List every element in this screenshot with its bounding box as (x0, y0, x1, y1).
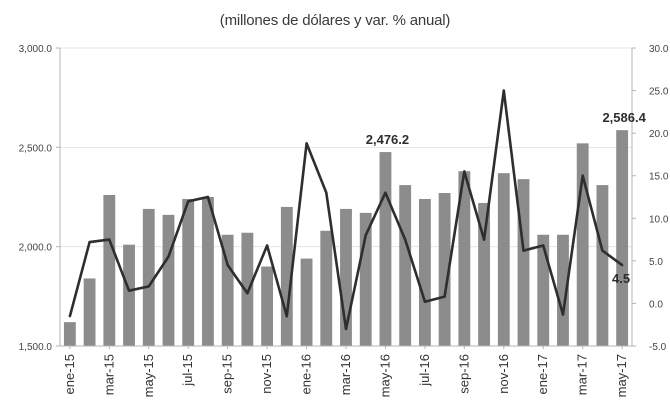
line-point-nov-15 (265, 244, 269, 247)
bar-feb-15 (83, 278, 96, 346)
bar-dic-15 (280, 206, 293, 346)
line-point-dic-16 (522, 249, 525, 252)
bar-jul-15 (182, 198, 195, 346)
annotation-bar-value: 2,586.4 (602, 110, 646, 125)
annotation-bar-value: 2,476.2 (366, 132, 409, 147)
y-right-tick-label: 30.0 (649, 44, 669, 55)
bar-may-15 (142, 208, 155, 346)
axis-layer: 1,500.0 2,000.0 2,500.0 3,000.0 -5.0 0.0 5.0 10… (19, 44, 669, 397)
annotation-layer: 2,476.2 2,586.4 4.5 (366, 110, 647, 286)
x-tick-label: may-16 (377, 354, 392, 397)
line-point-jun-16 (403, 238, 407, 241)
line-point-oct-16 (482, 238, 486, 241)
bar-mar-17 (576, 143, 589, 346)
x-tick-label: jul-16 (417, 354, 432, 387)
y-right-tick-label: 5.0 (649, 257, 663, 268)
y-right-tick-label: 10.0 (649, 214, 669, 225)
bar-ago-16 (438, 193, 451, 346)
line-point-may-15 (147, 285, 150, 288)
line-point-mar-15 (108, 238, 111, 241)
bar-abr-16 (359, 212, 372, 346)
bar-ene-17 (537, 234, 550, 346)
y-right-tick-label: 25.0 (649, 87, 669, 98)
bar-oct-15 (241, 232, 254, 346)
line-point-mar-17 (581, 174, 584, 177)
x-tick-label: jul-15 (180, 354, 195, 387)
y-left-tick-label: 1,500.0 (19, 342, 53, 353)
line-point-ene-15 (68, 315, 72, 318)
bar-sep-15 (221, 234, 234, 346)
line-point-mar-16 (344, 327, 348, 331)
line-point-jun-15 (167, 255, 170, 258)
y-right-tick-label: 0.0 (649, 299, 663, 310)
line-point-abr-15 (127, 289, 131, 292)
x-tick-label: sep-16 (456, 354, 471, 394)
bar-may-17 (616, 130, 629, 346)
line-point-abr-17 (601, 249, 604, 252)
bar-jun-15 (162, 214, 175, 346)
bar-abr-15 (123, 244, 135, 346)
line-point-feb-15 (88, 240, 91, 244)
line-point-ene-17 (542, 244, 545, 247)
x-tick-label: may-17 (614, 354, 629, 397)
line-point-feb-17 (561, 313, 565, 316)
bar-feb-16 (320, 230, 333, 346)
x-tick-label: ene-16 (299, 354, 314, 394)
bar-oct-16 (478, 202, 490, 346)
bar-ene-15 (63, 322, 76, 346)
line-point-nov-16 (502, 89, 505, 92)
line-point-jul-15 (187, 200, 190, 203)
bar-ago-15 (202, 197, 214, 346)
x-tick-label: sep-15 (220, 354, 235, 394)
line-point-may-16 (384, 191, 387, 194)
y-left-tick-label: 2,000.0 (19, 243, 53, 254)
x-tick-label: may-15 (141, 354, 156, 397)
y-right-tick-label: 15.0 (649, 172, 669, 183)
line-layer (68, 89, 624, 331)
annotation-line-value: 4.5 (612, 271, 630, 286)
line-point-may-17 (620, 263, 624, 267)
line-point-ago-16 (443, 295, 446, 298)
line-point-sep-16 (463, 170, 466, 173)
y-left-tick-label: 2,500.0 (19, 143, 53, 154)
bar-sep-16 (458, 171, 471, 346)
line-point-dic-15 (285, 315, 289, 318)
x-tick-label: ene-15 (62, 354, 77, 394)
bar-mar-15 (103, 195, 116, 346)
line-point-jul-16 (423, 300, 427, 303)
x-tick-label: mar-17 (575, 354, 590, 395)
line-point-ene-16 (305, 142, 308, 145)
y-left-tick-label: 3,000.0 (19, 44, 53, 55)
bar-nov-16 (497, 173, 510, 346)
x-tick-label: mar-15 (101, 354, 116, 395)
line-point-sep-15 (226, 263, 229, 267)
x-tick-label: nov-15 (259, 354, 274, 394)
line-point-oct-15 (246, 292, 249, 295)
bar-may-16 (379, 152, 392, 346)
chart-subtitle: (millones de dólares y var. % anual) (219, 12, 451, 29)
bar-jun-16 (399, 185, 412, 346)
bar-nov-15 (261, 266, 274, 346)
y-right-tick-label: -5.0 (649, 342, 667, 353)
x-tick-label: mar-16 (338, 354, 353, 395)
line-point-feb-16 (325, 191, 328, 194)
bar-abr-17 (596, 185, 609, 346)
bar-layer (63, 130, 629, 346)
x-tick-label: ene-17 (535, 354, 550, 394)
bar-jul-16 (418, 198, 431, 346)
bar-dic-16 (517, 179, 530, 346)
line-point-abr-16 (364, 234, 367, 237)
line-point-ago-15 (206, 195, 210, 199)
bar-mar-16 (340, 208, 352, 346)
y-right-tick-label: 20.0 (649, 129, 669, 140)
bar-ene-16 (300, 258, 313, 346)
bar-feb-17 (557, 234, 569, 346)
x-tick-label: nov-16 (496, 354, 511, 394)
